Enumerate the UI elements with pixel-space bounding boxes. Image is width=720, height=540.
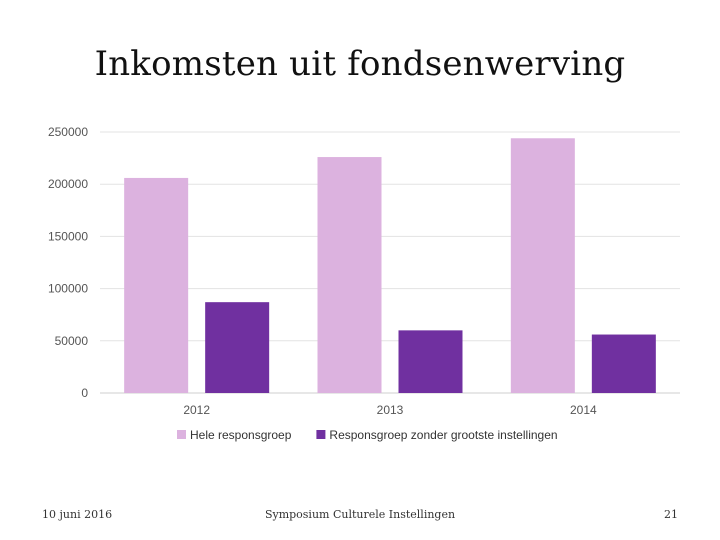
y-axis-ticks: 0 50000 100000 150000 200000 250000 xyxy=(48,125,88,400)
bar-zonder-grootste-2013 xyxy=(398,330,463,393)
legend-label: Hele responsgroep xyxy=(190,428,292,442)
x-tick-label: 2012 xyxy=(183,403,210,417)
legend-swatch xyxy=(177,430,186,439)
legend: Hele responsgroep Responsgroep zonder gro… xyxy=(177,428,558,442)
y-tick-label: 0 xyxy=(81,386,88,400)
x-tick-label: 2013 xyxy=(377,403,404,417)
bar-hele-responsgroep-2012 xyxy=(124,177,189,393)
y-tick-label: 200000 xyxy=(48,177,88,191)
footer-event: Symposium Culturele Instellingen xyxy=(264,508,456,521)
legend-swatch xyxy=(316,430,326,439)
footer-date: 10 juni 2016 xyxy=(42,508,113,521)
bar-zonder-grootste-2014 xyxy=(591,334,656,393)
y-tick-label: 250000 xyxy=(48,125,88,139)
slide-title: Inkomsten uit fondsenwerving xyxy=(94,44,626,84)
gridlines xyxy=(100,131,680,394)
bar-zonder-grootste-2012 xyxy=(205,302,270,393)
x-tick-label: 2014 xyxy=(570,403,597,417)
x-axis-ticks: 2012 2013 2014 xyxy=(183,403,597,417)
legend-label: Responsgroep zonder grootste instellinge… xyxy=(329,428,557,442)
bars xyxy=(124,138,656,393)
bar-hele-responsgroep-2014 xyxy=(510,138,575,393)
y-tick-label: 100000 xyxy=(48,282,88,296)
y-tick-label: 150000 xyxy=(48,229,88,243)
footer-page-number: 21 xyxy=(664,508,678,521)
y-tick-label: 50000 xyxy=(55,334,89,348)
bar-hele-responsgroep-2013 xyxy=(317,157,382,393)
